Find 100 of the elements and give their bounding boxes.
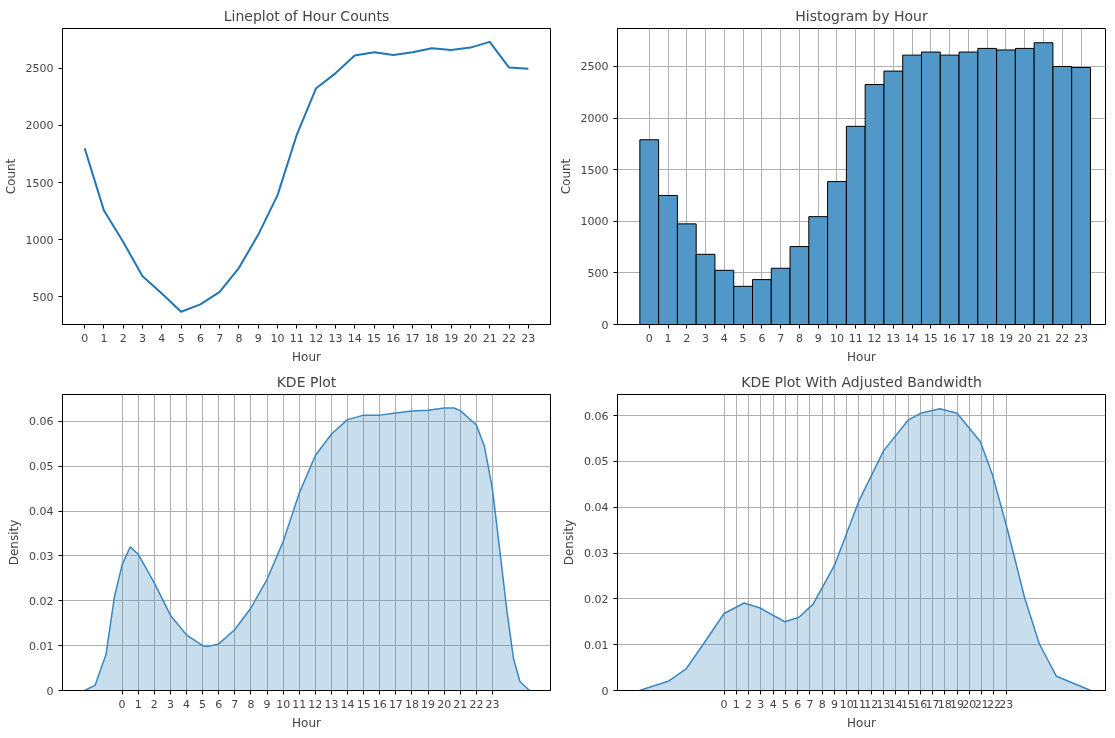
x-tick-label: 15 (367, 331, 382, 345)
x-tick-label: 21 (974, 697, 989, 711)
x-tick-label: 22 (502, 331, 517, 345)
y-tick-label: 0.03 (584, 547, 609, 561)
x-tick-label: 23 (1074, 331, 1089, 345)
x-tick-label: 23 (485, 697, 500, 711)
x-tick-label: 0 (645, 331, 653, 345)
x-axis-title: Hour (292, 715, 322, 730)
x-tick-label: 3 (757, 697, 765, 711)
y-tick-label: 0.01 (29, 639, 54, 653)
x-tick-label: 20 (962, 697, 977, 711)
x-tick-label: 3 (139, 331, 147, 345)
x-tick-label: 6 (215, 697, 223, 711)
y-axis-title: Density (562, 519, 577, 566)
chart-title: KDE Plot With Adjusted Bandwidth (741, 373, 982, 390)
y-tick-label: 0 (601, 684, 609, 698)
y-tick-label: 0.05 (29, 460, 54, 474)
x-tick-label: 18 (424, 331, 439, 345)
x-tick-label: 13 (876, 697, 891, 711)
x-tick-label: 7 (777, 331, 785, 345)
x-tick-label: 21 (482, 331, 497, 345)
x-tick-label: 7 (231, 697, 239, 711)
x-tick-label: 7 (216, 331, 224, 345)
y-tick-label: 0.02 (584, 592, 609, 606)
x-tick-label: 16 (386, 331, 401, 345)
x-tick-label: 22 (469, 697, 484, 711)
x-tick-label: 8 (247, 697, 255, 711)
x-tick-label: 20 (437, 697, 452, 711)
y-tick-label: 0.06 (29, 415, 54, 429)
x-tick-label: 17 (925, 697, 940, 711)
x-tick-label: 9 (263, 697, 271, 711)
x-tick-label: 0 (118, 697, 126, 711)
x-tick-label: 16 (942, 331, 957, 345)
x-tick-label: 0 (81, 331, 89, 345)
y-axis-title: Count (558, 158, 573, 195)
chart-title: Histogram by Hour (795, 7, 928, 24)
x-tick-label: 4 (769, 697, 777, 711)
x-tick-label: 8 (235, 331, 243, 345)
x-tick-label: 8 (818, 697, 826, 711)
y-tick-label: 2500 (25, 62, 54, 76)
x-tick-label: 2 (683, 331, 691, 345)
x-tick-label: 5 (199, 697, 207, 711)
x-tick-label: 10 (276, 697, 291, 711)
x-tick-label: 23 (521, 331, 536, 345)
x-tick-label: 11 (292, 697, 307, 711)
chart-title: Lineplot of Hour Counts (223, 7, 390, 24)
x-tick-label: 14 (340, 697, 355, 711)
y-tick-label: 0.04 (29, 505, 54, 519)
x-tick-label: 12 (867, 331, 882, 345)
x-axis-title: Hour (847, 715, 877, 730)
x-tick-label: 6 (196, 331, 204, 345)
x-tick-label: 14 (347, 331, 362, 345)
x-tick-label: 23 (999, 697, 1014, 711)
x-tick-label: 20 (463, 331, 478, 345)
x-tick-label: 8 (795, 331, 803, 345)
y-tick-label: 0.01 (584, 638, 609, 652)
x-tick-label: 5 (177, 331, 185, 345)
y-tick-label: 0 (46, 684, 54, 698)
x-tick-label: 3 (702, 331, 710, 345)
y-tick-label: 0.02 (29, 594, 54, 608)
x-tick-label: 15 (356, 697, 371, 711)
x-tick-label: 21 (453, 697, 468, 711)
x-tick-label: 17 (388, 697, 403, 711)
x-tick-label: 9 (830, 697, 838, 711)
x-tick-label: 0 (720, 697, 728, 711)
y-tick-label: 500 (587, 266, 609, 280)
y-tick-label: 1500 (580, 163, 609, 177)
y-axis-title: Count (3, 158, 18, 195)
x-tick-label: 14 (905, 331, 920, 345)
x-tick-label: 2 (150, 697, 158, 711)
chart-title: KDE Plot (276, 373, 337, 390)
x-tick-label: 10 (830, 331, 844, 345)
x-tick-label: 13 (324, 697, 339, 711)
x-tick-label: 10 (839, 697, 854, 711)
x-tick-label: 17 (405, 331, 420, 345)
x-tick-label: 1 (664, 331, 672, 345)
y-tick-label: 0.05 (584, 455, 609, 469)
y-tick-label: 2500 (580, 60, 609, 74)
x-tick-label: 9 (254, 331, 262, 345)
x-tick-label: 18 (980, 331, 995, 345)
x-tick-label: 16 (372, 697, 387, 711)
x-tick-label: 3 (166, 697, 174, 711)
x-tick-label: 12 (308, 697, 323, 711)
y-tick-label: 1000 (25, 233, 54, 247)
x-tick-label: 4 (720, 331, 728, 345)
y-tick-label: 2000 (580, 112, 609, 126)
x-tick-label: 19 (998, 331, 1013, 345)
x-tick-label: 11 (289, 331, 304, 345)
x-tick-label: 13 (886, 331, 901, 345)
x-tick-label: 4 (183, 697, 191, 711)
x-tick-label: 9 (814, 331, 822, 345)
x-tick-label: 12 (309, 331, 324, 345)
x-tick-label: 19 (421, 697, 436, 711)
y-tick-label: 1000 (580, 215, 609, 229)
x-tick-label: 15 (923, 331, 938, 345)
x-tick-label: 2 (745, 697, 753, 711)
y-tick-label: 0.06 (584, 409, 609, 423)
x-tick-label: 1 (732, 697, 740, 711)
x-tick-label: 1 (100, 331, 108, 345)
y-tick-label: 0.03 (29, 549, 54, 563)
